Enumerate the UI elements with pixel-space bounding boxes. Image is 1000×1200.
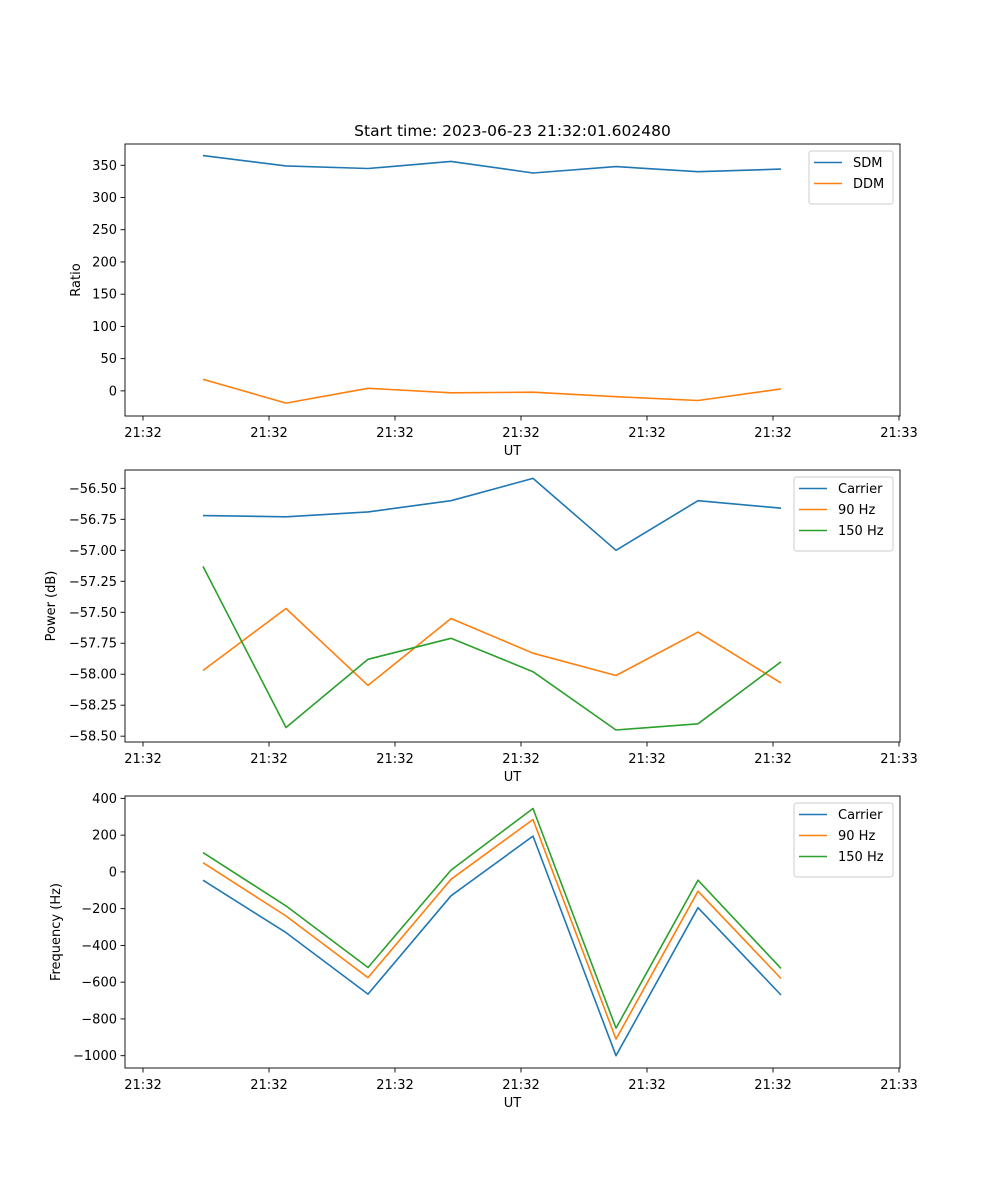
series-line-150-hz [202, 807, 782, 1029]
y-tick-label: 350 [92, 159, 117, 174]
subplot-2: −58.50 −58.25 −58.00 −57.75 −57.50 −57.25 −57.… [44, 469, 918, 785]
y-tick-label: 0 [109, 384, 117, 399]
x-tick-label: 21:32 [754, 1078, 791, 1093]
series-line-90-hz [202, 818, 782, 1040]
series-line-carrier [202, 835, 782, 1057]
x-tick-label: 21:32 [250, 426, 287, 441]
axes-frame [124, 795, 901, 1069]
axes-frame [124, 143, 901, 417]
x-tick-label: 21:32 [754, 752, 791, 767]
x-tick-label: 21:32 [250, 1078, 287, 1093]
y-tick-label: 50 [100, 352, 117, 367]
legend: Carrier 90 Hz 150 Hz [793, 802, 894, 878]
x-tick-label: 21:32 [502, 426, 539, 441]
y-tick-label: 200 [92, 829, 117, 844]
y-tick-label: −1000 [73, 1049, 117, 1064]
x-tick-label: 21:33 [880, 1078, 917, 1093]
x-tick-label: 21:32 [628, 426, 665, 441]
y-tick-label: −600 [81, 976, 117, 991]
y-tick-label: −57.00 [69, 544, 117, 559]
x-tick-label: 21:33 [880, 752, 917, 767]
y-tick-label: 300 [92, 191, 117, 206]
y-tick-label: −57.75 [69, 637, 117, 652]
legend-label: SDM [853, 156, 882, 171]
subplot-3: −1000 −800 −600 −400 −200 0 200 400 21:32 21:32 21… [49, 792, 918, 1111]
x-tick-label: 21:32 [124, 426, 161, 441]
y-tick-label: −200 [81, 902, 117, 917]
y-tick-label: 250 [92, 223, 117, 238]
figure-title: Start time: 2023-06-23 21:32:01.602480 [354, 122, 671, 140]
legend-box [793, 476, 894, 552]
legend-box [793, 802, 894, 878]
y-tick-label: 400 [92, 792, 117, 807]
y-tick-label: −56.50 [69, 482, 117, 497]
y-tick-label: −56.75 [69, 513, 117, 528]
legend-label: 150 Hz [838, 524, 884, 539]
y-tick-label: 200 [92, 255, 117, 270]
series-line-150-hz [202, 566, 782, 731]
x-tick-label: 21:32 [376, 1078, 413, 1093]
x-tick-label: 21:32 [376, 752, 413, 767]
series-line-90-hz [202, 607, 782, 687]
legend-label: Carrier [838, 482, 883, 497]
y-tick-label: 0 [109, 865, 117, 880]
x-tick-label: 21:32 [502, 752, 539, 767]
series-line-sdm [202, 154, 782, 174]
y-tick-label: −58.50 [69, 730, 117, 745]
x-tick-label: 21:32 [124, 1078, 161, 1093]
legend-label: 150 Hz [838, 850, 884, 865]
y-tick-label: −57.25 [69, 575, 117, 590]
y-tick-label: −400 [81, 939, 117, 954]
legend-box [808, 150, 894, 205]
series-line-ddm [202, 378, 782, 404]
x-tick-label: 21:32 [628, 1078, 665, 1093]
x-axis-label: UT [504, 444, 522, 459]
y-tick-label: −58.25 [69, 699, 117, 714]
legend-label: DDM [853, 177, 884, 192]
legend: Carrier 90 Hz 150 Hz [793, 476, 894, 552]
legend-label: 90 Hz [838, 829, 875, 844]
legend-label: Carrier [838, 808, 883, 823]
legend: SDM DDM [808, 150, 894, 205]
x-tick-label: 21:32 [250, 752, 287, 767]
x-tick-label: 21:33 [880, 426, 917, 441]
y-tick-label: 100 [92, 320, 117, 335]
legend-label: 90 Hz [838, 503, 875, 518]
x-tick-label: 21:32 [502, 1078, 539, 1093]
x-axis-label: UT [504, 770, 522, 785]
y-tick-label: −800 [81, 1012, 117, 1027]
x-tick-label: 21:32 [628, 752, 665, 767]
x-tick-label: 21:32 [124, 752, 161, 767]
x-tick-label: 21:32 [754, 426, 791, 441]
x-tick-label: 21:32 [376, 426, 413, 441]
series-line-carrier [202, 477, 782, 552]
subplot-1: 0 50 100 150 200 250 300 350 21:32 21:32 21:32 21:3… [69, 143, 918, 459]
y-axis-label: Frequency (Hz) [49, 883, 64, 981]
axes-frame [124, 469, 901, 743]
y-axis-label: Ratio [69, 263, 84, 296]
y-tick-label: −57.50 [69, 606, 117, 621]
y-axis-label: Power (dB) [44, 571, 59, 642]
x-axis-label: UT [504, 1096, 522, 1111]
y-tick-label: 150 [92, 288, 117, 303]
y-tick-label: −58.00 [69, 668, 117, 683]
subplots: 0 50 100 150 200 250 300 350 21:32 21:32 21:32 21:3… [44, 143, 918, 1111]
